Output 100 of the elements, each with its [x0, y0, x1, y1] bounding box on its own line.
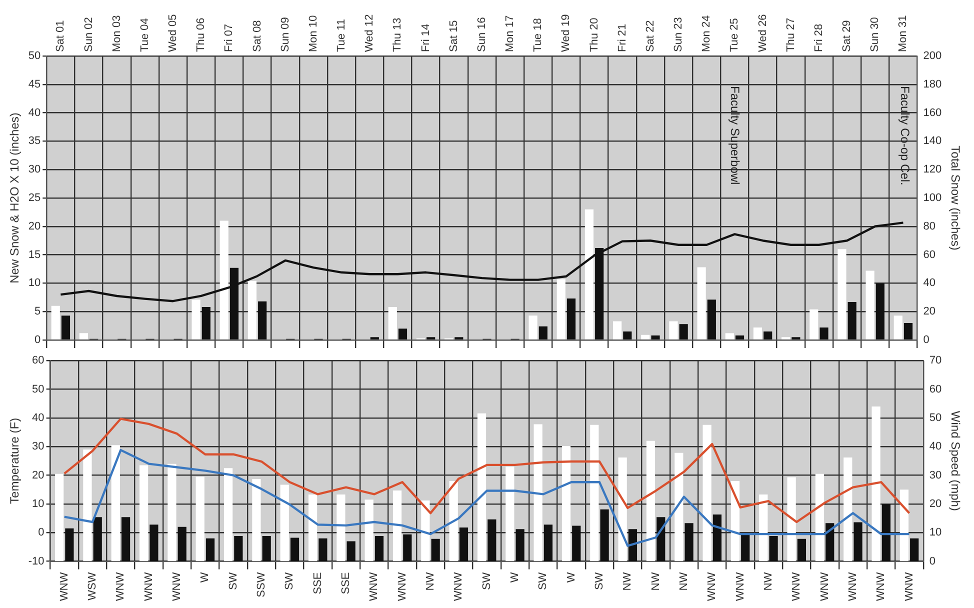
y-tick-label: 50 [32, 383, 44, 396]
x-tick-label: Fri 21 [616, 24, 628, 52]
y2-tick-label: 160 [923, 106, 942, 119]
bar [820, 328, 828, 340]
y2-tick-label: 200 [923, 50, 942, 62]
bar [252, 479, 261, 562]
x-tick-label: Sat 29 [841, 20, 854, 52]
x-tick-label: Thu 06 [195, 18, 208, 52]
bar [544, 524, 553, 562]
y-axis-title: New Snow & H2O X 10 (inches) [8, 112, 22, 284]
bar [556, 279, 566, 340]
bar [431, 538, 440, 562]
x-tick-label: WNW [171, 572, 184, 602]
y2-tick-label: 0 [929, 555, 936, 568]
x-tick-label: W [199, 572, 212, 583]
x-tick-label: Mon 03 [110, 15, 123, 52]
bar [178, 526, 186, 562]
bar [826, 523, 834, 562]
bar [121, 517, 130, 562]
bar [336, 494, 346, 562]
x-tick-label: Sat 08 [251, 20, 264, 52]
x-tick-label: Thu 20 [588, 18, 600, 52]
bar [55, 474, 64, 562]
bar [882, 504, 890, 562]
bar [848, 302, 856, 340]
bar [872, 406, 880, 562]
y-tick-label: 30 [32, 440, 44, 453]
y2-tick-label: 20 [929, 498, 942, 510]
x-tick-label: Sun 16 [476, 17, 488, 52]
y2-tick-label: 50 [929, 412, 942, 424]
bar [477, 413, 486, 562]
y2-tick-label: 60 [923, 248, 936, 261]
y2-axis-title: Wind Speed (mph) [948, 410, 962, 511]
bar [741, 534, 750, 562]
annotation: Faculty Co-op Cel. [898, 86, 912, 186]
bar [876, 283, 884, 340]
bar [566, 298, 576, 340]
x-tick-label: WNW [903, 572, 916, 602]
y-axis-title: Temperature (F) [8, 418, 22, 504]
x-tick-label: SSE [312, 572, 324, 594]
y-tick-label: 20 [32, 469, 44, 482]
bar [910, 538, 919, 562]
bar [374, 536, 384, 562]
x-tick-label: SW [594, 572, 606, 590]
bar [449, 481, 458, 562]
y-tick-label: 25 [28, 192, 41, 204]
bar [735, 335, 744, 340]
bar [838, 249, 846, 340]
bar [764, 331, 772, 340]
bar [584, 209, 594, 340]
x-tick-label: NW [762, 572, 774, 591]
y-tick-label: 0 [38, 526, 44, 539]
bar [797, 538, 806, 562]
x-tick-label: SW [284, 572, 296, 590]
x-tick-label: Sun 30 [869, 17, 882, 52]
bar [900, 490, 909, 562]
y-tick-label: -10 [28, 555, 44, 568]
bar [769, 536, 778, 562]
bar [93, 517, 102, 562]
x-tick-label: Wed 05 [167, 14, 180, 52]
y2-tick-label: 70 [929, 354, 942, 367]
bar [854, 522, 862, 562]
x-tick-label: WNW [452, 572, 465, 602]
x-tick-label: NW [622, 572, 634, 591]
bar [538, 326, 548, 340]
x-tick-label: Fri 07 [223, 24, 236, 52]
y-tick-label: 50 [28, 50, 41, 62]
x-tick-label: Sun 23 [672, 17, 685, 52]
x-tick-label: Mon 10 [307, 15, 320, 52]
x-tick-label: Tue 04 [138, 18, 151, 52]
bar [613, 321, 622, 340]
bar [904, 322, 913, 340]
x-tick-label: Tue 18 [532, 18, 544, 52]
x-tick-label: Wed 19 [560, 14, 572, 52]
bar [815, 474, 824, 562]
bar [712, 514, 722, 562]
x-tick-label: Fri 14 [420, 24, 432, 52]
bar [258, 301, 267, 340]
y-tick-label: 40 [32, 412, 44, 424]
bar [51, 306, 60, 340]
bar [590, 424, 599, 562]
bar [280, 484, 289, 562]
x-tick-label: Wed 26 [756, 14, 769, 52]
y-tick-label: 40 [28, 106, 41, 119]
bar [150, 524, 158, 562]
bar [894, 316, 902, 340]
bar [628, 529, 638, 562]
bar [398, 328, 408, 340]
x-tick-label: WNW [734, 572, 746, 602]
y-tick-label: 0 [34, 334, 41, 346]
x-tick-label: SW [480, 572, 493, 590]
x-tick-label: Mon 17 [504, 15, 516, 52]
bar [753, 328, 762, 340]
bar [572, 526, 581, 562]
bar [679, 324, 688, 340]
bar [844, 458, 852, 562]
x-tick-label: SSE [340, 572, 352, 594]
bar [224, 468, 233, 562]
x-tick-label: WNW [142, 572, 155, 602]
bar [697, 267, 706, 340]
